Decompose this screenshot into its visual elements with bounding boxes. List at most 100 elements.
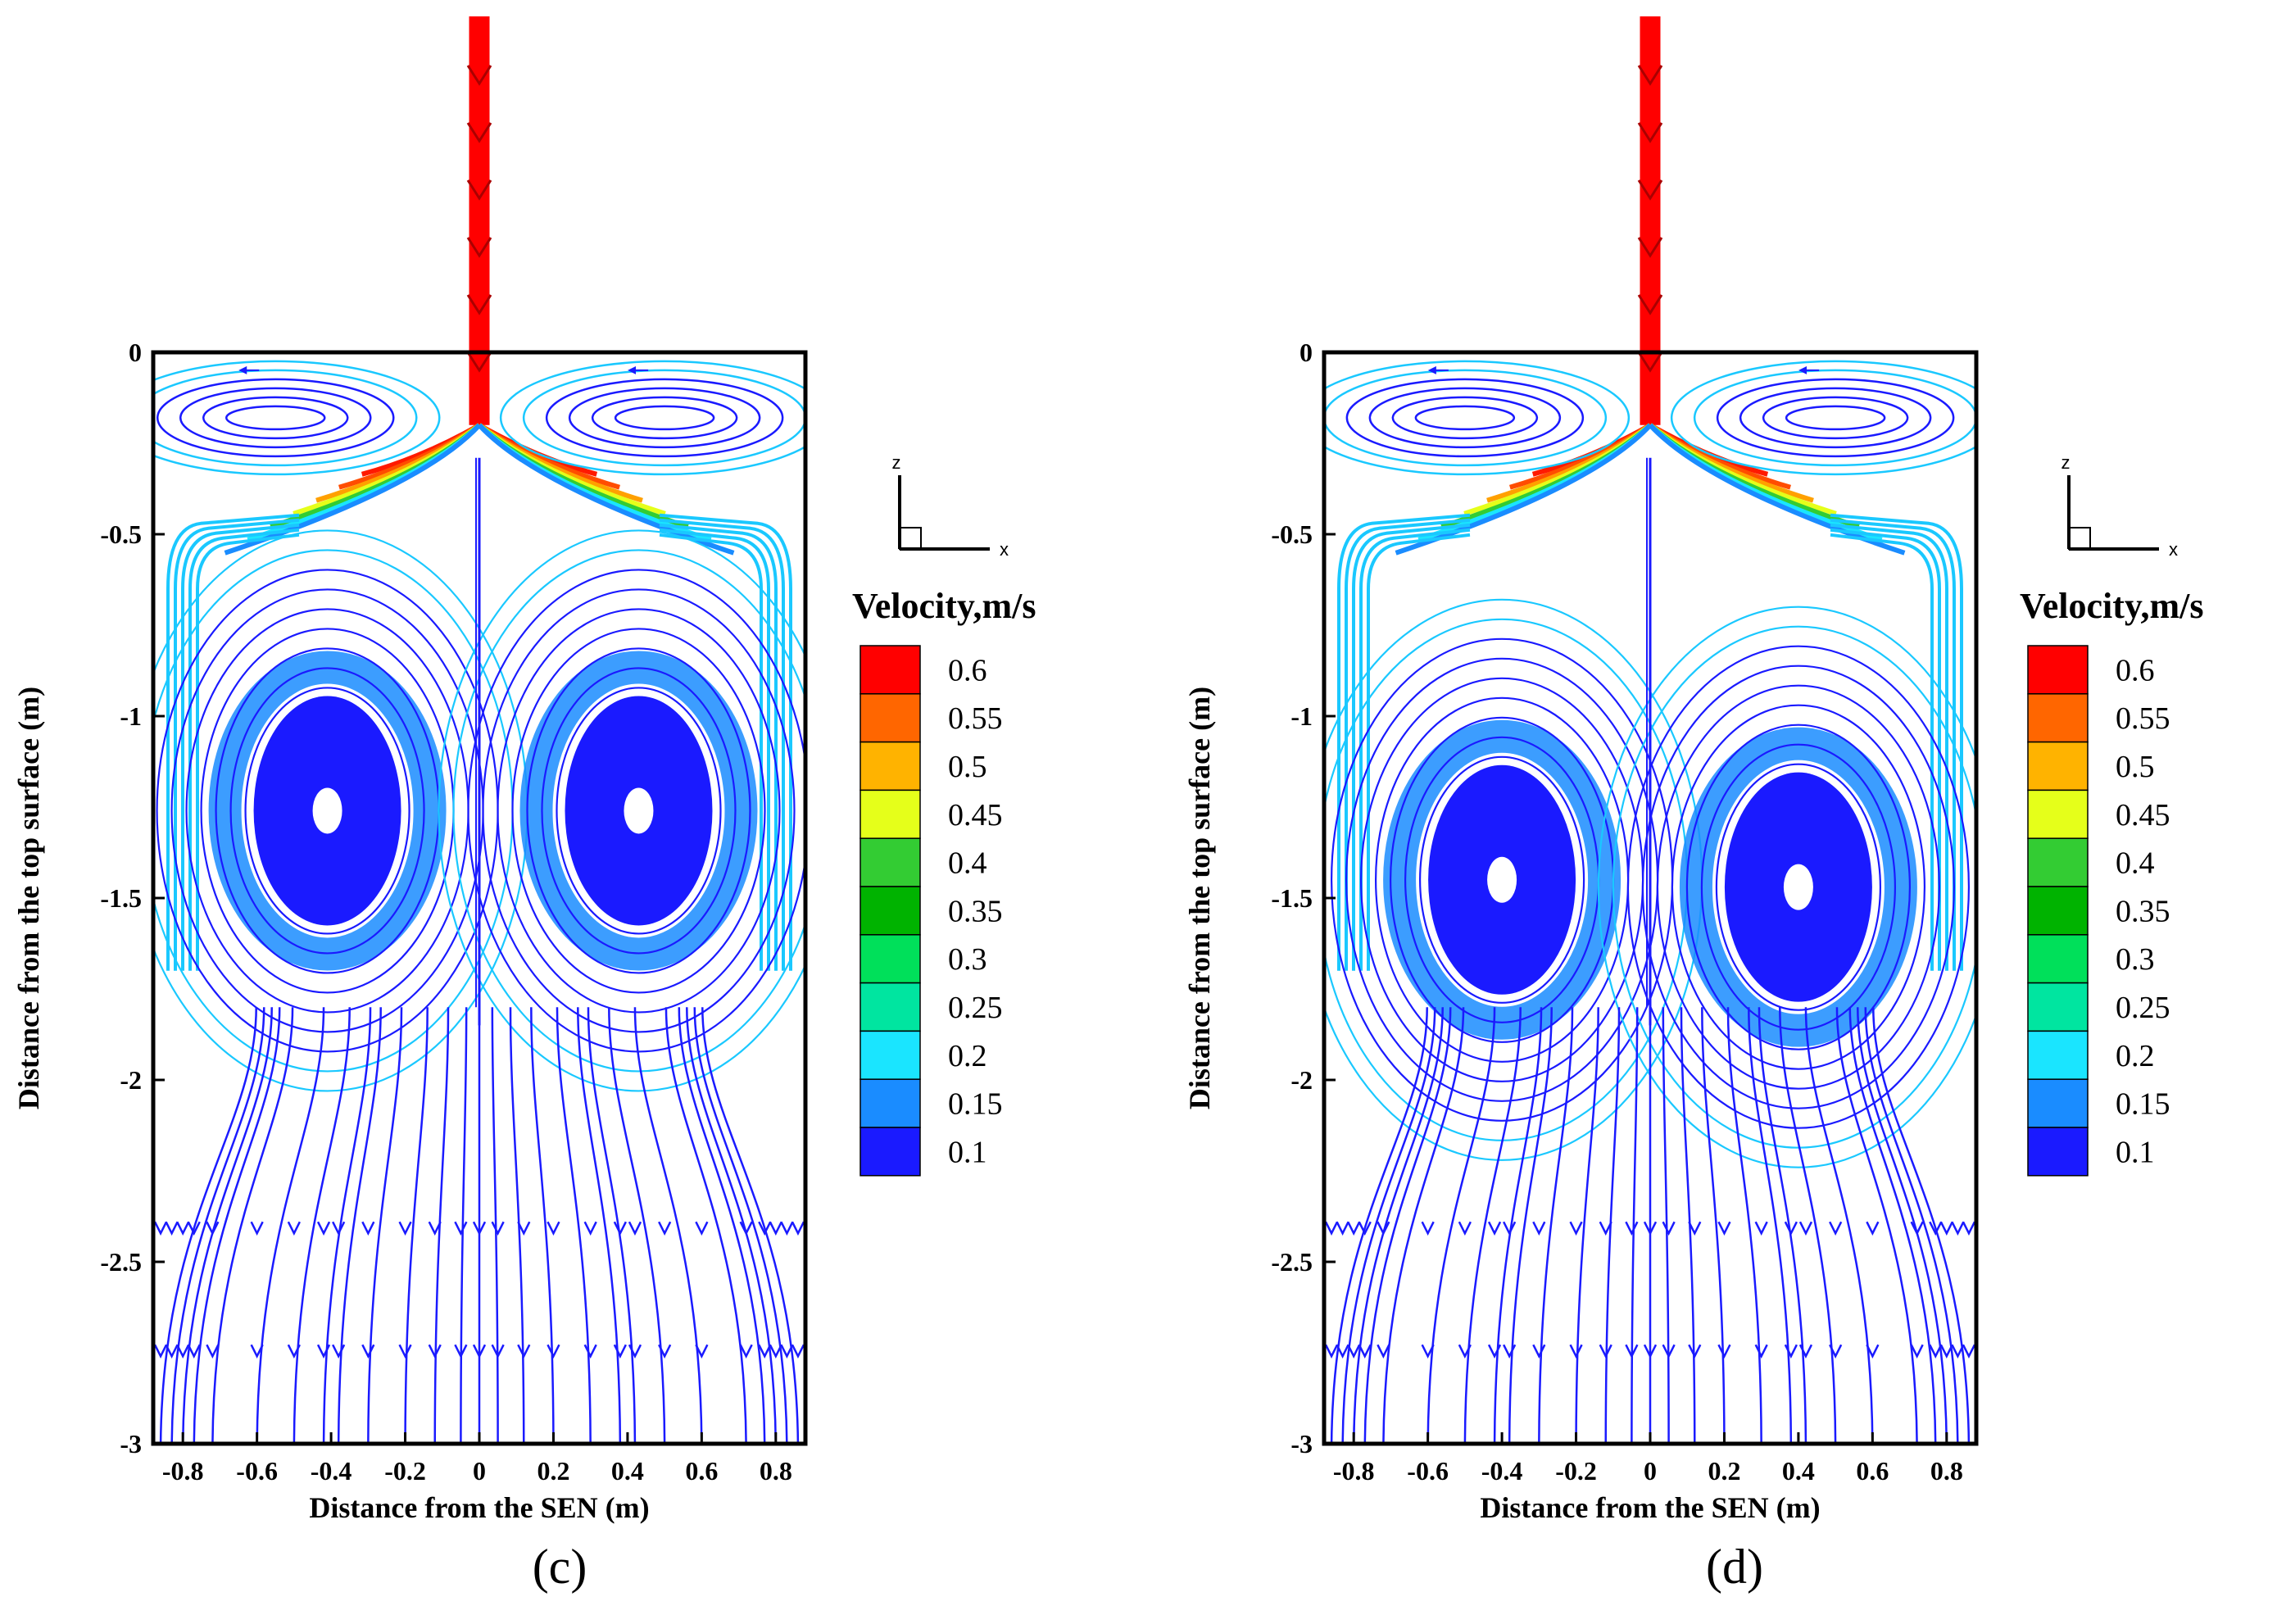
- upper-roll-streamline: [591, 396, 738, 440]
- flow-arrow: [1866, 1221, 1880, 1236]
- flow-arrow: [659, 1467, 670, 1479]
- lower-streamline: [1857, 1007, 1948, 1444]
- flow-arrow: [206, 1344, 220, 1359]
- flow-arrow: [547, 1221, 560, 1236]
- flow-arrow: [362, 1467, 374, 1479]
- lower-streamline: [256, 1007, 325, 1444]
- upper-roll-streamline: [1670, 360, 1976, 476]
- flow-arrow: [1929, 1221, 1943, 1236]
- lower-streamline: [193, 1007, 281, 1444]
- vortex-streamline: [438, 529, 805, 1092]
- legend-swatch: [860, 1127, 921, 1177]
- wall-streamline: [659, 533, 763, 971]
- legend-swatch: [860, 837, 921, 887]
- flow-arrow: [1784, 1344, 1798, 1359]
- chart-panel: -0.8 -0.6 -0.4 -0.2 0 0.2 0.4 0.6 0.8 0 -0.5 -1 -1.5…: [12, 16, 1036, 1594]
- nozzle-arrow: [1637, 294, 1663, 315]
- upper-roll-streamline: [499, 360, 805, 476]
- legend-swatch: [2027, 1030, 2089, 1080]
- legend-label: 0.3: [948, 942, 987, 977]
- legend-swatch: [2027, 982, 2089, 1032]
- x-tick-label: -0.2: [1555, 1456, 1597, 1486]
- x-tick-label: 0: [473, 1456, 486, 1486]
- vortex-streamline: [229, 667, 425, 955]
- flow-arrow: [1377, 1344, 1390, 1359]
- flow-arrow: [287, 1221, 301, 1236]
- lower-streamline: [1330, 1007, 1428, 1444]
- flow-arrow: [1358, 1344, 1372, 1359]
- flow-arrow: [428, 1344, 442, 1359]
- flow-arrow: [187, 1221, 201, 1236]
- wall-streamline: [659, 513, 792, 971]
- flow-arrow: [153, 1221, 168, 1236]
- flow-arrow: [1377, 1467, 1389, 1479]
- flow-arrow: [1421, 1344, 1435, 1359]
- x-tick-label: 0.2: [1708, 1456, 1740, 1486]
- flow-arrow: [1324, 1344, 1339, 1359]
- lower-streamline: [322, 1007, 372, 1444]
- flow-arrow: [1754, 1344, 1768, 1359]
- lower-streamline: [460, 1007, 468, 1444]
- flow-arrow: [1643, 1221, 1658, 1236]
- vortex-streamline: [1656, 684, 1941, 1090]
- flow-arrow: [472, 1344, 487, 1359]
- legend-swatch: [2027, 693, 2089, 743]
- upper-roll-streamline: [156, 378, 395, 458]
- flow-arrow: [361, 1344, 375, 1359]
- vortex-streamline: [497, 608, 781, 1014]
- flow-arrow: [316, 1344, 331, 1359]
- streamline-field: [153, 16, 805, 1479]
- triad-corner: [2068, 527, 2091, 550]
- vortex-streamline: [482, 588, 796, 1033]
- vortex-streamline: [452, 549, 805, 1073]
- legend-label: 0.45: [2116, 798, 2170, 832]
- wall-streamline: [181, 523, 300, 971]
- flow-arrow: [1663, 1467, 1675, 1479]
- wall-streamline: [166, 513, 300, 971]
- flow-arrow: [547, 1344, 560, 1359]
- lower-streamline: [1848, 1007, 1937, 1444]
- legend-label: 0.4: [948, 846, 987, 881]
- flow-arrow: [585, 1467, 596, 1479]
- wall-streamline: [659, 528, 770, 971]
- flow-arrow: [332, 1221, 346, 1236]
- flow-arrow: [769, 1221, 782, 1236]
- legend-swatch: [2027, 837, 2089, 887]
- flow-arrow: [1458, 1221, 1472, 1236]
- triad-corner: [899, 527, 922, 550]
- wall-streamline: [188, 528, 300, 971]
- triad-x-label: x: [1000, 539, 1009, 560]
- flow-arrow: [165, 1221, 179, 1236]
- x-tick-label: 0.4: [611, 1456, 644, 1486]
- lower-streamline: [686, 1007, 778, 1444]
- flow-arrow: [1347, 1344, 1361, 1359]
- flow-arrow: [658, 1221, 672, 1236]
- x-axis-title: Distance from the SEN (m): [309, 1491, 649, 1524]
- flow-arrow: [250, 1344, 264, 1359]
- legend-label: 0.5: [2116, 750, 2155, 784]
- lower-streamline: [1341, 1007, 1436, 1444]
- flow-arrow: [1600, 1467, 1612, 1479]
- legend-label: 0.1: [948, 1135, 987, 1169]
- flow-arrow: [1829, 1344, 1843, 1359]
- lower-streamline: [693, 1007, 788, 1444]
- flow-arrow: [455, 1467, 466, 1479]
- upper-roll-streamline: [568, 387, 761, 449]
- vortex-eye: [312, 787, 342, 834]
- lower-streamline: [1662, 1007, 1670, 1444]
- vortex-streamline: [244, 687, 410, 935]
- flow-arrow: [1324, 1221, 1339, 1236]
- flow-arrow: [454, 1344, 468, 1359]
- legend-label: 0.6: [948, 653, 987, 687]
- chart-panel: -0.8 -0.6 -0.4 -0.2 0 0.2 0.4 0.6 0.8 0 -0.5 -1 -1.5…: [1183, 16, 2203, 1594]
- y-tick-label: -0.5: [100, 519, 142, 549]
- lower-streamline: [587, 1007, 637, 1444]
- lower-streamline: [1864, 1007, 1959, 1444]
- upper-roll-streamline: [153, 360, 441, 476]
- legend-label: 0.15: [948, 1087, 1003, 1122]
- flow-arrow: [517, 1344, 531, 1359]
- vortex-eye: [1783, 864, 1813, 910]
- flow-arrow: [658, 1344, 672, 1359]
- upper-roll-streamline: [1391, 396, 1539, 440]
- upper-roll-streamline: [545, 378, 784, 458]
